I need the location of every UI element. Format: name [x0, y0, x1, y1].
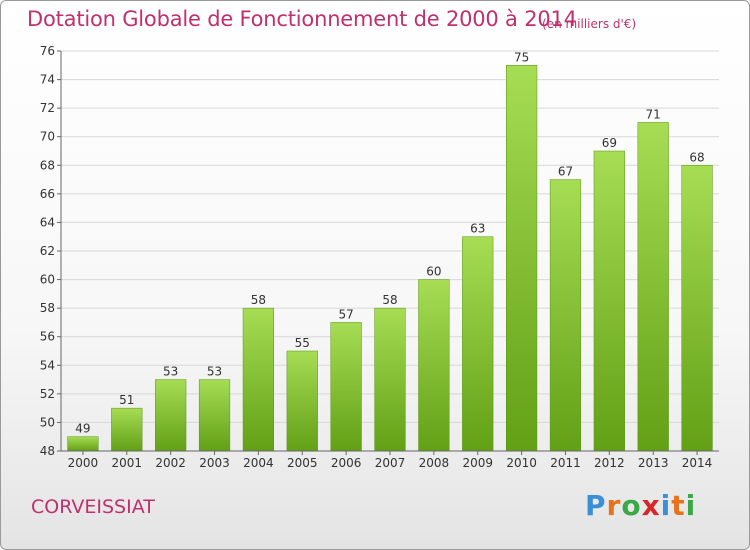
bar-2005 — [286, 350, 318, 452]
x-tick-label: 2005 — [287, 456, 318, 470]
bar-2014 — [681, 165, 713, 452]
x-tick-label: 2012 — [594, 456, 625, 470]
x-tick-label: 2013 — [638, 456, 669, 470]
bar-value-label: 71 — [646, 107, 661, 121]
x-tick-label: 2011 — [550, 456, 581, 470]
axes: 48 50 52 54 56 58 60 62 64 66 68 70 72 74 76 2000 2001 20… — [40, 44, 719, 470]
y-tick-label: 74 — [40, 73, 55, 87]
x-tick-label: 2000 — [68, 456, 99, 470]
chart-unit: (en milliers d'€) — [542, 17, 637, 31]
y-tick-label: 68 — [40, 158, 55, 172]
bar-2004 — [242, 307, 275, 452]
proxiti-logo: Proxiti — [585, 489, 696, 522]
y-tick-label: 70 — [40, 130, 55, 144]
y-tick-label: 76 — [40, 44, 55, 58]
bar-value-label: 69 — [602, 136, 617, 150]
x-tick-label: 2006 — [331, 456, 362, 470]
bar-2009 — [462, 236, 494, 452]
bar-2011 — [549, 179, 582, 452]
x-tick-label: 2007 — [375, 456, 406, 470]
bar-value-label: 53 — [163, 365, 178, 379]
bar-value-label: 67 — [558, 165, 573, 179]
bar-2012 — [593, 150, 625, 452]
bar-value-label: 49 — [75, 422, 90, 436]
x-tick-label: 2008 — [419, 456, 450, 470]
logo-letter: x — [641, 489, 661, 522]
x-tick-label: 2002 — [155, 456, 186, 470]
logo-letter: o — [621, 489, 642, 522]
y-tick-label: 72 — [40, 101, 55, 115]
y-tick-label: 62 — [40, 244, 55, 258]
bar-value-label: 60 — [426, 265, 441, 279]
x-tick-label: 2004 — [243, 456, 274, 470]
bar-2002 — [155, 379, 187, 452]
x-tick-label: 2009 — [462, 456, 493, 470]
logo-letter: t — [671, 489, 686, 522]
bar-2001 — [111, 407, 143, 452]
logo-letter: P — [585, 489, 607, 522]
bar-2003 — [198, 379, 231, 452]
bar-value-label: 51 — [119, 393, 134, 407]
x-tick-label: 2003 — [199, 456, 230, 470]
logo-letter: r — [606, 489, 622, 522]
bar-2006 — [330, 322, 362, 452]
bar-value-label: 55 — [295, 336, 310, 350]
y-tick-label: 60 — [40, 273, 55, 287]
x-tick-label: 2014 — [682, 456, 713, 470]
y-tick-label: 56 — [40, 330, 55, 344]
bar-value-label: 57 — [338, 307, 353, 321]
chart-title: Dotation Globale de Fonctionnement de 20… — [27, 7, 577, 31]
bar-value-label: 75 — [514, 50, 529, 64]
y-tick-label: 54 — [40, 358, 55, 372]
bar-value-label: 53 — [207, 365, 222, 379]
bar-2013 — [637, 122, 669, 452]
logo-letter: i — [660, 489, 672, 522]
bar-value-label: 58 — [251, 293, 266, 307]
bars: 49 51 53 53 58 55 57 58 60 63 75 67 69 71 68 — [67, 50, 713, 452]
bar-value-label: 58 — [382, 293, 397, 307]
y-tick-label: 50 — [40, 415, 55, 429]
y-tick-label: 66 — [40, 187, 55, 201]
y-tick-label: 58 — [40, 301, 55, 315]
bar-2000 — [67, 436, 99, 452]
bar-2007 — [374, 307, 406, 452]
bar-2008 — [418, 279, 450, 452]
commune-name: CORVEISSIAT — [31, 496, 155, 518]
bar-2010 — [505, 65, 538, 452]
bar-value-label: 63 — [470, 222, 485, 236]
bar-value-label: 68 — [689, 150, 704, 164]
logo-letter: i — [685, 489, 697, 522]
x-tick-label: 2001 — [112, 456, 143, 470]
y-tick-label: 48 — [40, 444, 55, 458]
x-tick-label: 2010 — [506, 456, 537, 470]
y-tick-label: 64 — [40, 215, 55, 229]
y-tick-label: 52 — [40, 387, 55, 401]
